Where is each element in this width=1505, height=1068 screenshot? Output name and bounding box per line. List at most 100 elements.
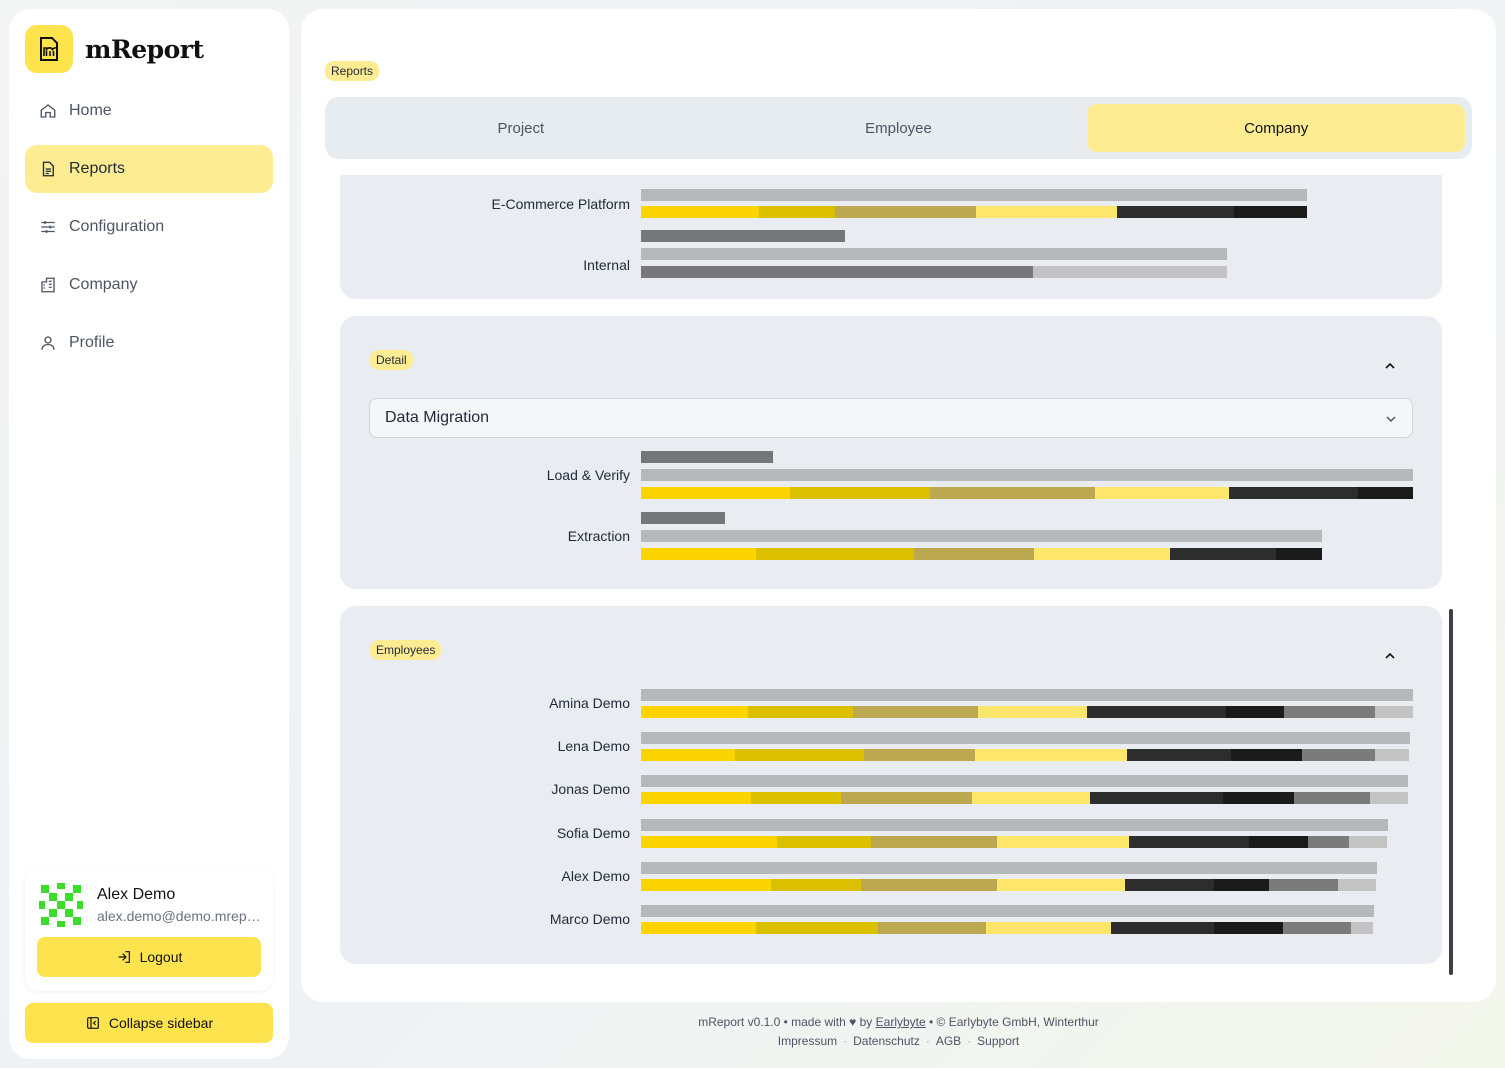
- sidebar-item-label: Home: [69, 102, 112, 119]
- bar-segment: [841, 792, 972, 805]
- sidebar-item-label: Configuration: [69, 218, 165, 235]
- footer-link-datenschutz[interactable]: Datenschutz: [853, 1034, 920, 1048]
- logout-icon: [118, 951, 130, 963]
- bar-segment: [986, 922, 1111, 934]
- collapse-sidebar-button[interactable]: Collapse sidebar: [25, 1003, 273, 1043]
- sidebar-item-configuration[interactable]: Configuration: [25, 203, 273, 251]
- footer-text-post: • © Earlybyte GmbH, Winterthur: [929, 1015, 1099, 1029]
- sidebar-item-profile[interactable]: Profile: [25, 319, 273, 367]
- bar-segment: [641, 266, 1033, 278]
- footer-link-support[interactable]: Support: [977, 1034, 1020, 1048]
- budget-bar: [641, 451, 773, 463]
- segments-bar: [641, 792, 1408, 805]
- employees-card: Employees Amina Demo Lena Demo Jonas Demo S…: [340, 606, 1442, 964]
- bar-segment: [1226, 706, 1284, 718]
- row-label: E-Commerce Platform: [491, 196, 630, 212]
- bar-segment: [641, 487, 790, 499]
- bar-segment: [641, 749, 735, 762]
- footer-earlybyte-link[interactable]: Earlybyte: [875, 1015, 926, 1029]
- total-bar: [641, 248, 1227, 260]
- tab-company[interactable]: Company: [1087, 104, 1466, 152]
- employees-badge: Employees: [370, 640, 442, 660]
- row-label: Alex Demo: [561, 867, 630, 884]
- detail-badge: Detail: [370, 350, 413, 370]
- detail-select[interactable]: Data Migration: [369, 398, 1413, 438]
- bar-segment: [1351, 922, 1373, 934]
- row-label: Internal: [583, 257, 630, 273]
- segments-bar: [641, 548, 1322, 560]
- bar-segment: [1375, 749, 1409, 762]
- sidebar-item-label: Profile: [69, 334, 115, 351]
- total-bar: [641, 775, 1408, 788]
- total-bar: [641, 530, 1322, 542]
- bar-segment: [1338, 878, 1376, 891]
- bar-segment: [748, 706, 853, 718]
- row-label: Lena Demo: [557, 738, 630, 755]
- sidebar-item-home[interactable]: Home: [25, 87, 273, 135]
- bar-segment: [914, 548, 1034, 560]
- bar-segment: [1349, 835, 1387, 848]
- row-label: Amina Demo: [549, 695, 630, 711]
- footer-link-agb[interactable]: AGB: [935, 1034, 962, 1048]
- tab-employee[interactable]: Employee: [865, 119, 932, 137]
- total-bar: [641, 818, 1388, 831]
- collapse-detail-button[interactable]: [1368, 344, 1412, 388]
- bar-segment: [756, 548, 914, 560]
- total-bar: [641, 189, 1307, 201]
- bar-segment: [834, 206, 976, 218]
- report-tabs: Project Employee Company: [325, 97, 1472, 159]
- bar-segment: [1231, 749, 1302, 762]
- bar-segment: [975, 749, 1127, 762]
- page-badge: Reports: [325, 61, 380, 81]
- brand[interactable]: mReport: [25, 25, 204, 73]
- sidebar-nav: Home Reports Configuration Company Profi…: [25, 87, 273, 377]
- detail-card: Detail Data Migration Load & Verify Extra…: [340, 316, 1442, 589]
- total-bar: [641, 861, 1377, 874]
- bar-segment: [972, 792, 1090, 805]
- bar-segment: [1370, 792, 1408, 805]
- row-label: Marco Demo: [549, 911, 630, 927]
- bar-segment: [1358, 487, 1413, 499]
- total-bar: [641, 905, 1374, 917]
- bar-segment: [978, 706, 1087, 718]
- segments-bar: [641, 878, 1377, 891]
- logout-button[interactable]: Logout: [37, 937, 261, 977]
- collapse-employees-button[interactable]: [1368, 634, 1412, 678]
- building-icon: [39, 276, 57, 294]
- row-label: Jonas Demo: [551, 781, 630, 798]
- report-scroll-area[interactable]: E-Commerce Platform Internal Detail Data …: [340, 175, 1457, 981]
- bar-segment: [1283, 922, 1351, 934]
- footer-link-impressum[interactable]: Impressum: [777, 1034, 838, 1048]
- bar-segment: [751, 792, 841, 805]
- sidebar-item-company[interactable]: Company: [25, 261, 273, 309]
- bar-segment: [641, 548, 756, 560]
- sliders-icon: [39, 218, 57, 236]
- bar-segment: [1375, 706, 1413, 718]
- user-card: Alex Demo alex.demo@demo.mreport.ch Logo…: [25, 867, 273, 991]
- tab-project[interactable]: Project: [497, 119, 545, 137]
- bar-segment: [1249, 835, 1308, 848]
- bar-segment: [641, 792, 751, 805]
- row-label: Load & Verify: [546, 467, 630, 483]
- bar-segment: [756, 922, 878, 934]
- bar-segment: [1234, 206, 1307, 218]
- bar-segment: [1111, 922, 1214, 934]
- footer: mReport v0.1.0 • made with ♥ by Earlybyt…: [698, 1015, 1099, 1048]
- bar-segment: [1127, 749, 1231, 762]
- row-label: Extraction: [567, 528, 630, 544]
- total-bar: [641, 469, 1413, 481]
- bar-segment: [878, 922, 986, 934]
- row-label: Sofia Demo: [556, 824, 630, 841]
- bar-segment: [777, 835, 871, 848]
- bar-segment: [1033, 266, 1227, 278]
- sidebar-item-reports[interactable]: Reports: [25, 145, 273, 193]
- sidebar-item-label: Reports: [69, 160, 126, 177]
- scrollbar-thumb[interactable]: [1449, 609, 1453, 975]
- bar-segment: [975, 206, 1118, 218]
- segments-bar: [641, 749, 1410, 762]
- bar-segment: [641, 206, 759, 218]
- bar-segment: [1090, 792, 1223, 805]
- progress-bar: [641, 266, 1227, 278]
- detail-select-value: Data Migration: [385, 409, 490, 426]
- bar-segment: [1229, 487, 1358, 499]
